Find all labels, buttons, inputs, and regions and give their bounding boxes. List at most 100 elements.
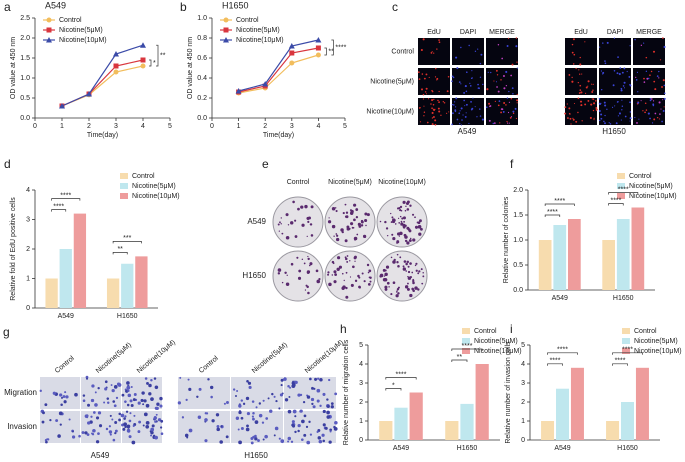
cell-dot bbox=[330, 402, 334, 406]
bracket bbox=[612, 352, 643, 355]
cell-dot bbox=[322, 409, 326, 414]
colony bbox=[309, 262, 313, 266]
colony bbox=[364, 218, 368, 223]
cell-dot bbox=[571, 43, 574, 46]
cell-dot bbox=[652, 100, 655, 102]
cell-dot bbox=[617, 56, 619, 58]
cell-dot bbox=[662, 37, 664, 39]
cell-dot bbox=[515, 45, 518, 48]
cell-dot bbox=[85, 375, 89, 379]
cell-dot bbox=[571, 76, 573, 79]
colony bbox=[345, 271, 348, 274]
cell-dot bbox=[326, 415, 331, 419]
cell-dot bbox=[448, 111, 450, 113]
cell-dot bbox=[150, 427, 155, 432]
colony bbox=[345, 215, 349, 219]
cell-dot bbox=[155, 413, 158, 416]
micrograph bbox=[81, 377, 121, 409]
cell-dot bbox=[507, 37, 510, 40]
group-label: H1650 bbox=[602, 127, 626, 136]
cell-dot bbox=[455, 56, 458, 59]
panel-label: b bbox=[180, 0, 187, 14]
y-tick-label: 1.5 bbox=[20, 55, 30, 62]
cell-dot bbox=[145, 403, 150, 408]
cell-dot bbox=[242, 402, 246, 405]
cell-dot bbox=[129, 399, 133, 403]
colony bbox=[399, 208, 402, 212]
cell-dot bbox=[634, 38, 636, 41]
cell-dot bbox=[603, 120, 605, 123]
colony bbox=[398, 235, 401, 237]
cell-dot bbox=[493, 122, 496, 125]
colony bbox=[355, 216, 359, 219]
cell-dot bbox=[650, 98, 653, 100]
legend-label: Control bbox=[132, 173, 155, 180]
cell-dot bbox=[480, 53, 483, 56]
cell-dot bbox=[108, 425, 112, 428]
cell-dot bbox=[301, 419, 305, 424]
colony bbox=[397, 286, 400, 289]
legend-marker bbox=[223, 27, 229, 33]
cell-dot bbox=[503, 101, 506, 104]
cell-dot bbox=[111, 418, 114, 421]
cell-dot bbox=[156, 402, 160, 406]
cell-dot bbox=[106, 397, 110, 400]
colony bbox=[409, 204, 412, 207]
colony bbox=[408, 239, 412, 242]
bar bbox=[631, 207, 645, 290]
cell-dot bbox=[431, 111, 434, 114]
colony bbox=[358, 276, 361, 279]
cell-dot bbox=[205, 412, 209, 415]
cell-dot bbox=[568, 107, 571, 110]
colony bbox=[344, 256, 347, 259]
cell-dot bbox=[569, 117, 572, 120]
cell-dot bbox=[575, 67, 577, 70]
colony bbox=[284, 271, 287, 275]
x-tick-label: A549 bbox=[393, 445, 409, 452]
cell-dot bbox=[112, 438, 116, 442]
cell-dot bbox=[423, 115, 425, 117]
cell-dot bbox=[127, 393, 132, 398]
cell-dot bbox=[150, 379, 153, 382]
significance-label: *** bbox=[123, 235, 131, 242]
cell-dot bbox=[617, 115, 620, 117]
chart-title: A549 bbox=[45, 0, 66, 10]
significance-label: **** bbox=[60, 192, 71, 199]
x-tick-label: H1650 bbox=[457, 445, 478, 452]
cell-dot bbox=[319, 377, 323, 382]
cell-dot bbox=[55, 419, 59, 423]
cell-dot bbox=[602, 42, 604, 44]
colony bbox=[354, 279, 358, 283]
cell-dot bbox=[511, 63, 514, 66]
cell-dot bbox=[86, 416, 89, 419]
cell-dot bbox=[613, 70, 616, 72]
cell-dot bbox=[124, 415, 127, 418]
colony bbox=[344, 239, 348, 243]
cell-dot bbox=[225, 435, 229, 439]
cell-dot bbox=[150, 397, 154, 401]
cell-dot bbox=[599, 46, 601, 48]
cell-dot bbox=[130, 385, 133, 389]
colony bbox=[414, 286, 418, 290]
legend-label: Nicotine(10μM) bbox=[634, 348, 682, 355]
cell-dot bbox=[434, 119, 437, 122]
y-tick-label: 4 bbox=[359, 361, 363, 368]
cell-dot bbox=[611, 106, 614, 108]
cell-dot bbox=[181, 416, 185, 419]
cell-dot bbox=[65, 395, 69, 399]
colony bbox=[367, 271, 370, 274]
cell-dot bbox=[621, 109, 623, 111]
cell-dot bbox=[595, 106, 598, 109]
x-tick-label: 1 bbox=[60, 123, 64, 130]
cell-dot bbox=[185, 398, 188, 402]
legend-label: Control bbox=[59, 17, 82, 24]
cell-dot bbox=[60, 403, 63, 407]
colony bbox=[350, 283, 354, 287]
bracket bbox=[547, 363, 563, 366]
column-label: DAPI bbox=[460, 29, 476, 36]
colony bbox=[418, 270, 421, 273]
cell-dot bbox=[456, 118, 459, 121]
colony bbox=[404, 209, 407, 212]
cell-dot bbox=[294, 415, 297, 418]
cell-dot bbox=[159, 404, 163, 408]
